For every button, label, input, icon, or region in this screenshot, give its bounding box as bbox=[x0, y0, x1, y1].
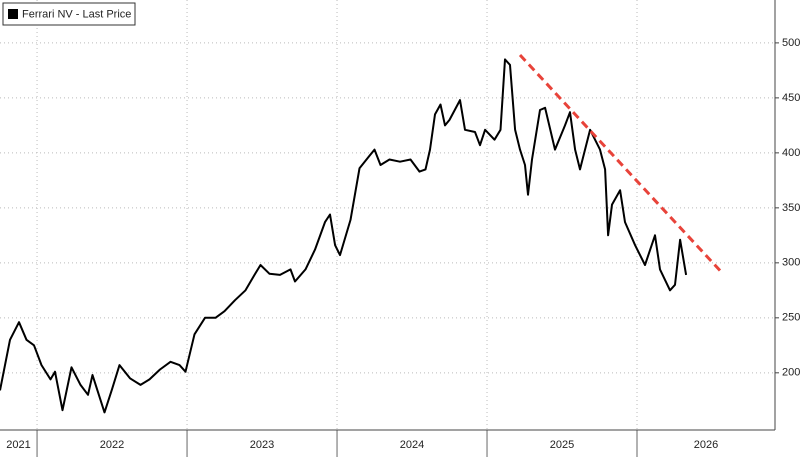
x-tick-label: 2024 bbox=[400, 439, 424, 451]
y-tick-label: 500 bbox=[782, 37, 800, 49]
x-tick-label: 2025 bbox=[550, 439, 574, 451]
price-line bbox=[0, 58, 688, 414]
legend-swatch bbox=[8, 9, 18, 19]
x-tick-label: 2023 bbox=[250, 439, 274, 451]
y-tick-label: 300 bbox=[782, 257, 800, 269]
x-tick-label: 2026 bbox=[694, 439, 718, 451]
x-tick-label: 2022 bbox=[100, 439, 124, 451]
y-tick-label: 200 bbox=[782, 367, 800, 379]
y-tick-label: 400 bbox=[782, 147, 800, 159]
legend-label: Ferrari NV - Last Price bbox=[22, 8, 131, 20]
legend-box bbox=[2, 2, 136, 26]
y-tick-label: 350 bbox=[782, 202, 800, 214]
x-tick-label: 2021 bbox=[6, 439, 30, 451]
y-tick-label: 450 bbox=[782, 92, 800, 104]
y-tick-label: 250 bbox=[782, 312, 800, 324]
trend-line bbox=[518, 53, 724, 274]
legend: Ferrari NV - Last Price bbox=[2, 2, 136, 26]
